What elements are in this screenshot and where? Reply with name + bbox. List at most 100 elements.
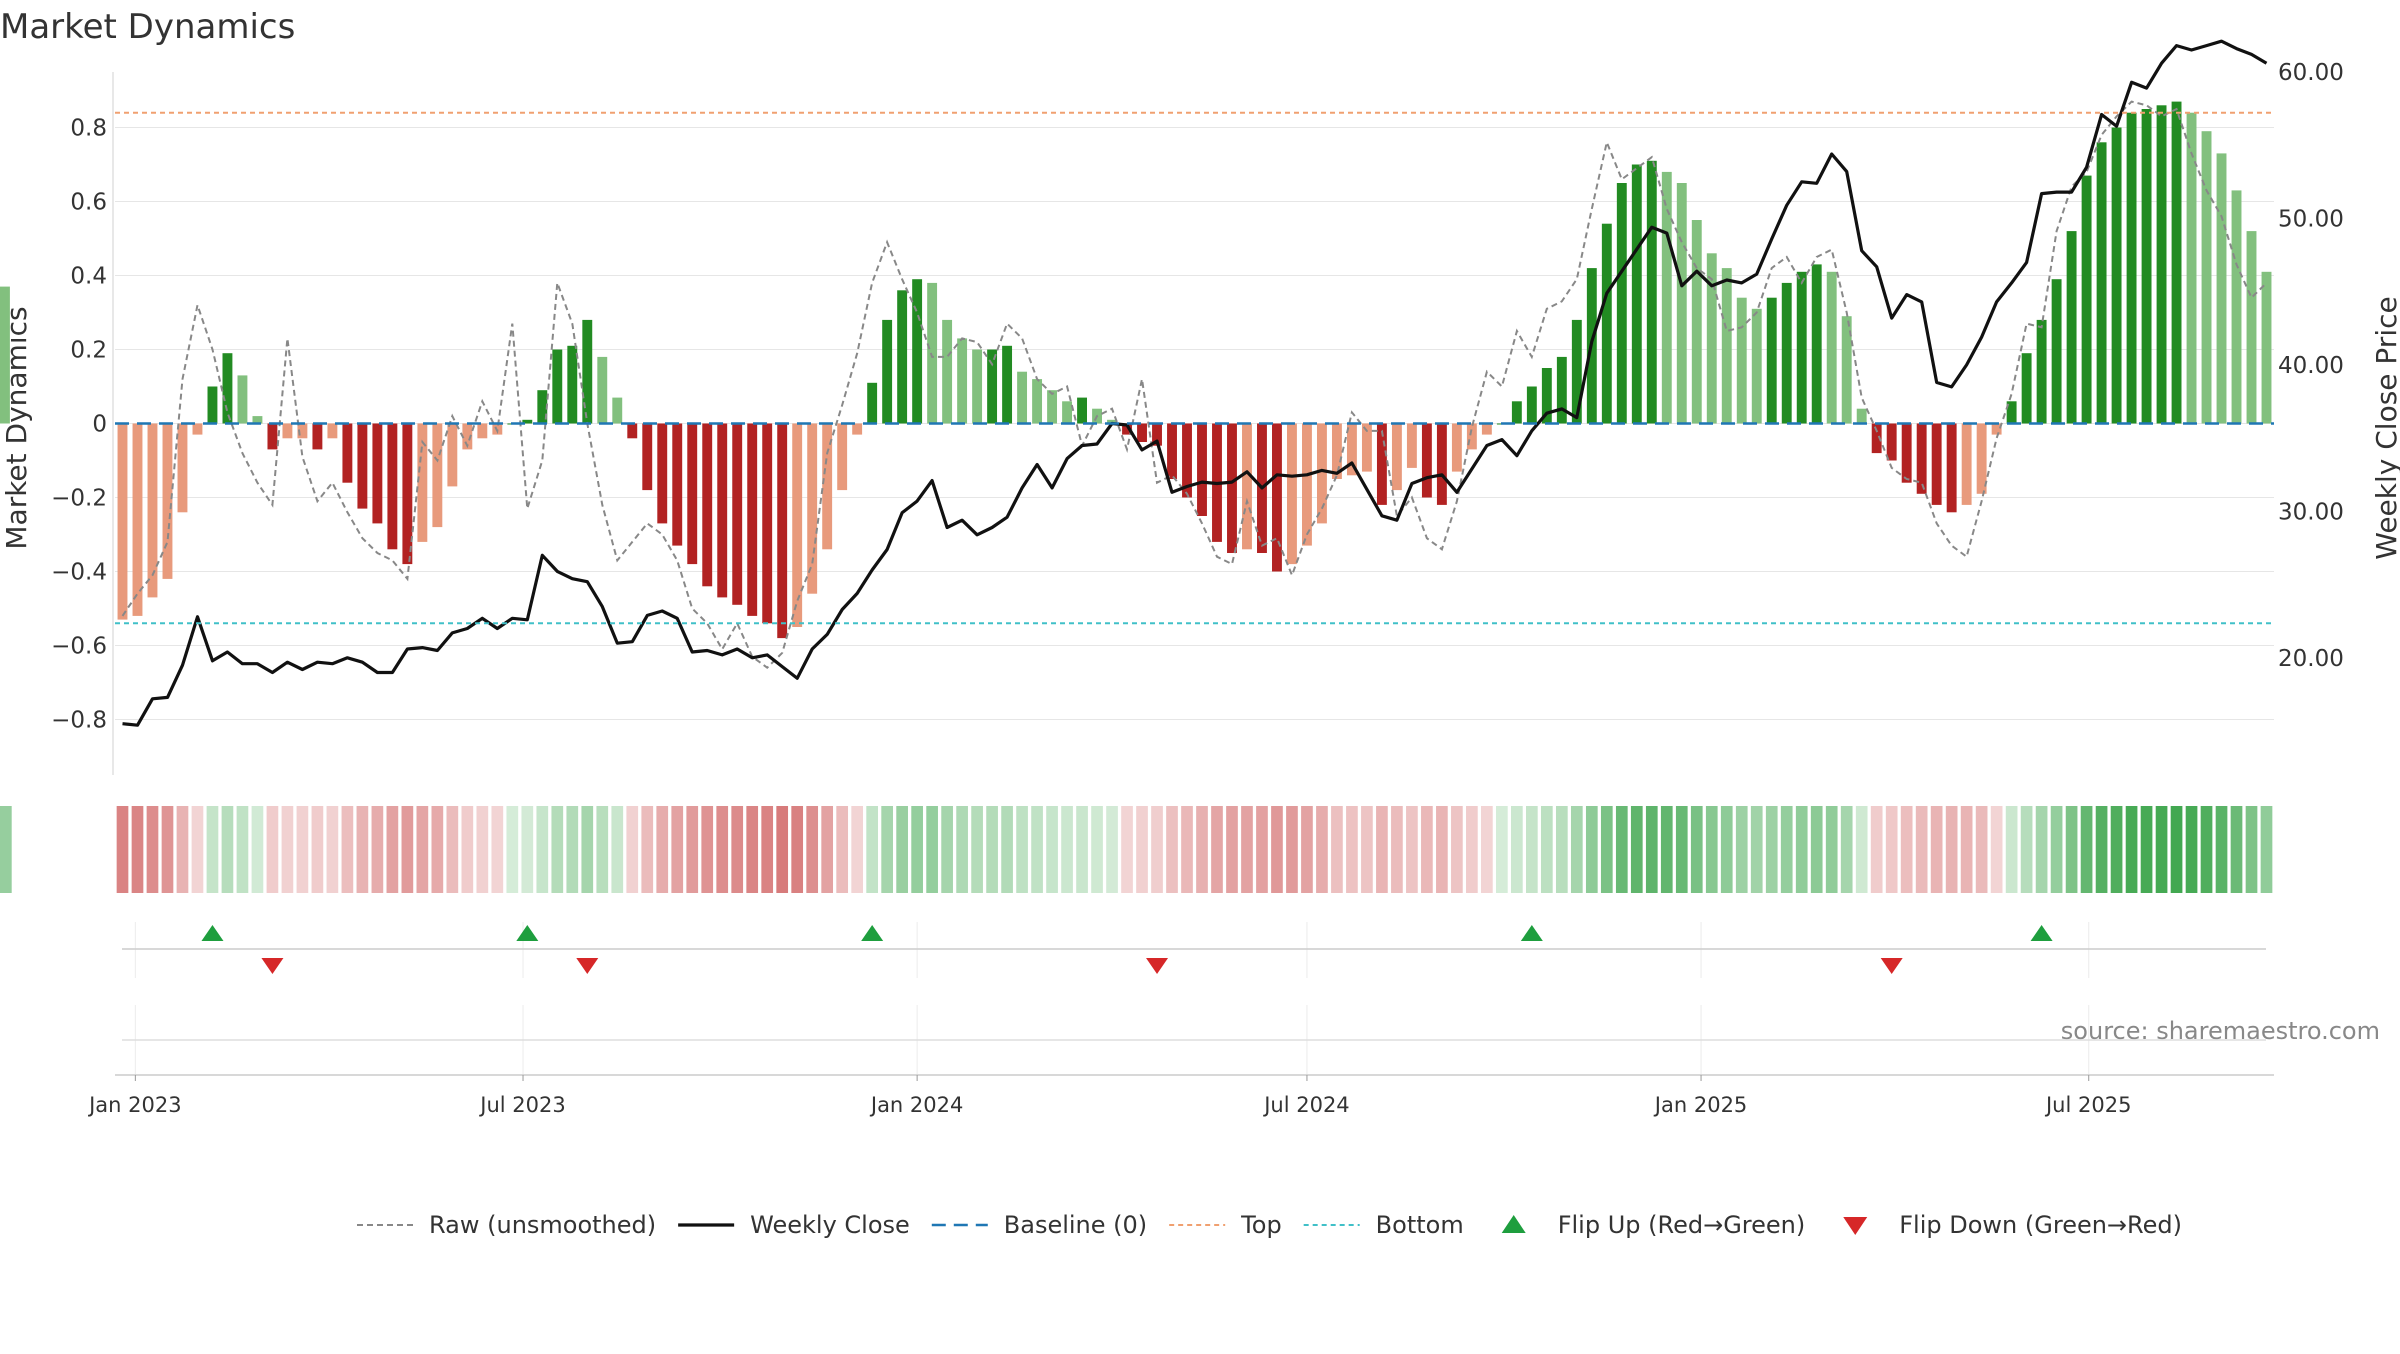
dynamics-bar: [822, 423, 833, 550]
dynamics-bar: [1032, 379, 1043, 424]
dynamics-bar: [1601, 223, 1612, 424]
dynamics-bar: [612, 397, 623, 424]
regime-strip-cell: [2200, 806, 2213, 893]
dynamics-bar: [357, 423, 368, 509]
dynamics-bar: [1242, 423, 1252, 550]
regime-strip-cell: [191, 806, 204, 893]
regime-strip-cell: [1106, 806, 1118, 893]
dynamics-bar: [1077, 397, 1087, 424]
regime-strip-cell: [1780, 806, 1793, 893]
y-tick-label: −0.4: [51, 560, 107, 586]
dynamics-bar: [1541, 368, 1552, 424]
legend-item: Top: [1169, 1211, 1282, 1239]
regime-strip-cell: [1316, 806, 1328, 893]
regime-strip-cell: [1615, 806, 1628, 893]
regime-strip-cell: [1391, 806, 1403, 893]
dynamics-bar: [582, 319, 593, 424]
dynamics-bar: [2021, 353, 2032, 424]
regime-strip-cell: [1031, 806, 1043, 893]
regime-strip-cell: [161, 806, 174, 893]
regime-strip-cell: [1061, 806, 1073, 893]
dynamics-bar: [1197, 423, 1207, 516]
dynamics-bar: [957, 338, 968, 424]
legend-item: Raw (unsmoothed): [357, 1211, 656, 1239]
regime-strip-cell: [1825, 806, 1838, 893]
y-tick-label: −0.8: [51, 708, 107, 734]
dynamics-bar: [1047, 390, 1058, 424]
regime-strip-cell: [566, 806, 579, 893]
regime-strip-cell: [1600, 806, 1613, 893]
flip-down-marker: [576, 958, 599, 974]
regime-strip-cell: [1930, 806, 1943, 893]
y2-tick-label: 30.00: [2278, 499, 2344, 525]
dynamics-bar: [1466, 423, 1477, 450]
dynamics-bar: [222, 353, 233, 424]
dynamics-bar: [1901, 423, 1912, 483]
dynamics-bar: [642, 423, 653, 491]
dynamics-bar: [117, 423, 128, 620]
regime-strip-cell: [506, 806, 519, 893]
dynamics-bar: [1721, 268, 1732, 424]
regime-strip-cell: [461, 806, 474, 893]
regime-strip-cell: [1181, 806, 1193, 893]
regime-strip-cell: [491, 806, 504, 893]
regime-strip-cell: [1525, 806, 1538, 893]
dynamics-bar: [2111, 127, 2122, 424]
regime-strip-cell: [791, 806, 804, 893]
dynamics-bar: [132, 423, 143, 616]
regime-strip-cell: [1286, 806, 1298, 893]
legend-label: Baseline (0): [1004, 1211, 1147, 1239]
regime-strip-cell: [1690, 806, 1703, 893]
regime-strip-cell: [521, 806, 534, 893]
dynamics-bar: [1991, 423, 2002, 435]
dynamics-bar: [1122, 423, 1132, 435]
regime-strip-cell: [1975, 806, 1988, 893]
raw-unsmoothed-line: [121, 100, 2268, 670]
regime-strip-cell: [866, 806, 878, 893]
dynamics-bar: [447, 423, 458, 487]
regime-strip-cell: [2050, 806, 2063, 893]
regime-strip-cell: [1151, 806, 1163, 893]
dynamics-bar: [717, 423, 728, 598]
dynamics-bar: [177, 423, 188, 513]
dynamics-bar: [2186, 112, 2197, 424]
regime-strip-cell: [1451, 806, 1463, 893]
regime-strip-cell: [1376, 806, 1388, 893]
dynamics-bar: [1017, 371, 1028, 424]
dynamics-bar: [567, 345, 578, 424]
regime-strip-cell: [596, 806, 609, 893]
dynamics-bar: [1331, 423, 1342, 479]
x-tick-label: Jan 2024: [869, 1093, 964, 1117]
regime-strip-cell: [2110, 806, 2123, 893]
dynamics-bar: [867, 382, 878, 424]
regime-strip-cell: [1570, 806, 1583, 893]
legend-item: Bottom: [1303, 1211, 1464, 1239]
regime-strip-cell: [626, 806, 639, 893]
dynamics-bar: [1272, 423, 1282, 572]
regime-strip-cell: [1885, 806, 1898, 893]
dynamics-bar: [1646, 160, 1657, 424]
dynamics-bar: [597, 356, 608, 424]
regime-strip-cell: [1466, 806, 1478, 893]
y-tick-label: 0.4: [70, 264, 107, 290]
regime-strip-cell: [1675, 806, 1688, 893]
regime-strip-cell: [2260, 806, 2273, 893]
dynamics-bar: [2246, 231, 2257, 424]
regime-strip-cell: [146, 806, 159, 893]
dynamics-bar: [2171, 101, 2182, 424]
regime-strip-cell: [1750, 806, 1763, 893]
regime-strip-cell: [1855, 806, 1868, 893]
regime-strip-cell: [1630, 806, 1643, 893]
regime-strip-cell: [116, 806, 129, 893]
flip-down-marker: [1146, 958, 1169, 974]
dynamics-bar: [972, 349, 983, 424]
regime-strip-cell: [611, 806, 624, 893]
dynamics-bar: [837, 423, 848, 491]
dynamics-bar: [327, 423, 338, 439]
regime-strip-cell: [641, 806, 654, 893]
dynamics-bar: [2261, 271, 2272, 424]
regime-strip-cell: [1496, 806, 1508, 893]
dynamics-bar: [1661, 171, 1672, 424]
dynamics-bar: [732, 423, 743, 605]
